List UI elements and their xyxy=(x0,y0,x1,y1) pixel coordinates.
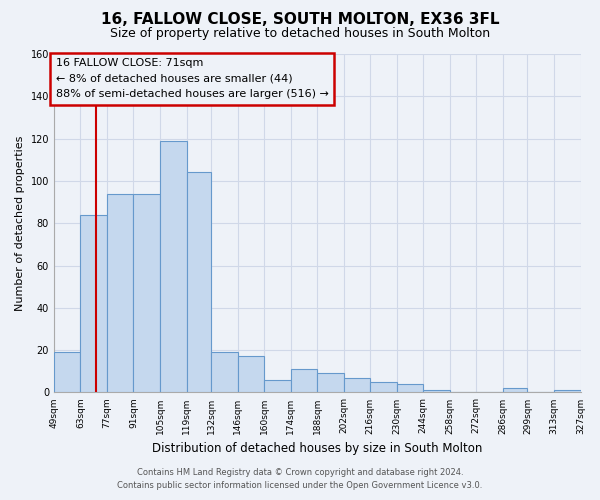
Bar xyxy=(133,194,160,392)
Text: Contains HM Land Registry data © Crown copyright and database right 2024.
Contai: Contains HM Land Registry data © Crown c… xyxy=(118,468,482,490)
Bar xyxy=(317,374,344,392)
Bar xyxy=(397,384,423,392)
Bar xyxy=(344,378,370,392)
Bar xyxy=(370,382,397,392)
Text: 16 FALLOW CLOSE: 71sqm
← 8% of detached houses are smaller (44)
88% of semi-deta: 16 FALLOW CLOSE: 71sqm ← 8% of detached … xyxy=(56,58,329,100)
Text: 16, FALLOW CLOSE, SOUTH MOLTON, EX36 3FL: 16, FALLOW CLOSE, SOUTH MOLTON, EX36 3FL xyxy=(101,12,499,28)
Bar xyxy=(423,390,450,392)
X-axis label: Distribution of detached houses by size in South Molton: Distribution of detached houses by size … xyxy=(152,442,482,455)
Bar xyxy=(264,380,290,392)
Bar xyxy=(238,356,264,392)
Bar xyxy=(54,352,80,393)
Y-axis label: Number of detached properties: Number of detached properties xyxy=(15,136,25,311)
Bar xyxy=(80,215,107,392)
Bar xyxy=(503,388,527,392)
Bar xyxy=(211,352,238,393)
Bar xyxy=(554,390,581,392)
Bar xyxy=(290,369,317,392)
Bar xyxy=(107,194,133,392)
Bar xyxy=(187,172,211,392)
Text: Size of property relative to detached houses in South Molton: Size of property relative to detached ho… xyxy=(110,28,490,40)
Bar xyxy=(160,140,187,392)
